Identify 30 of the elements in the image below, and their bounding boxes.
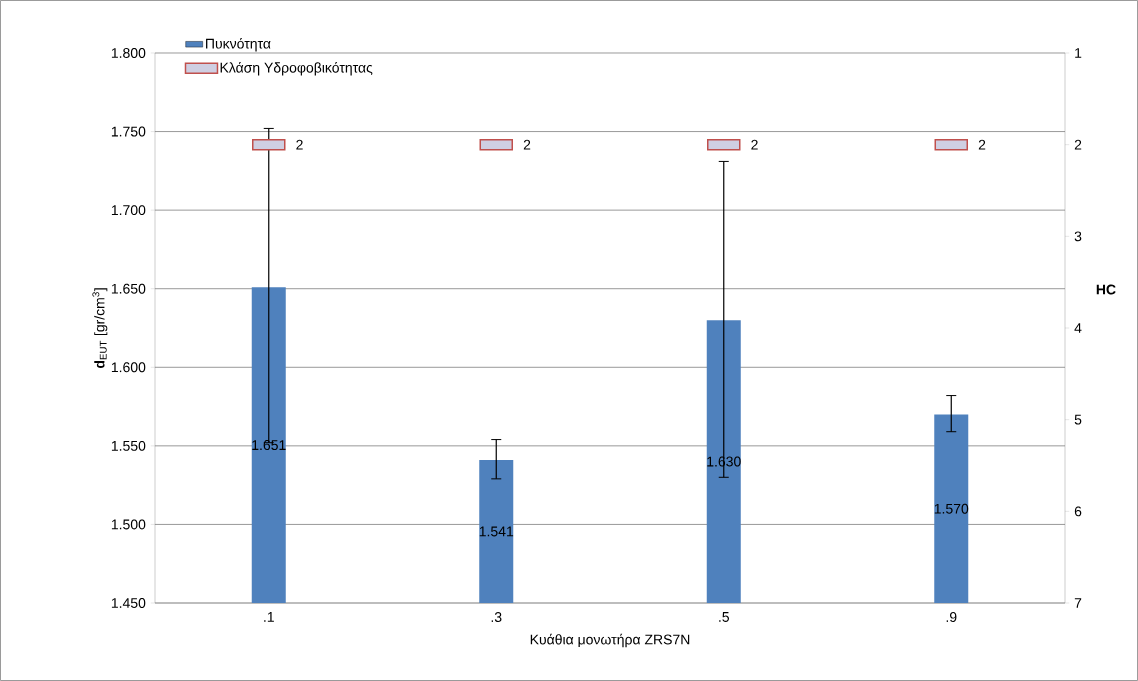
x-tick-label: .3 [491,612,502,623]
data-label: 2 [978,139,986,150]
y-tick-label: 1.700 [111,205,146,216]
y2-tick-label: 2 [1074,139,1082,150]
y-tick-label: 1.450 [111,598,146,608]
y-tick-label: 1.650 [111,283,146,294]
x-tick-label: .1 [264,612,274,622]
y2-tick-label: 3 [1074,231,1082,242]
y2-tick-label: 6 [1074,506,1082,517]
data-label: 1.651 [252,440,286,451]
y2-tick-label: 1 [1075,48,1082,58]
data-label: 2 [523,139,531,150]
y2-tick-label: 7 [1074,598,1082,608]
y2-axis-title: HC [1096,284,1116,295]
y2-tick-label: 4 [1074,323,1082,333]
y-tick-label: 1.500 [111,519,146,530]
data-label: 2 [296,139,303,150]
data-label: 2 [751,139,758,150]
data-label: 1.541 [479,526,514,537]
y-tick-label: 1.800 [111,48,146,58]
legend-label: Πυκνότητα [206,37,271,52]
legend-label: Κλάση Υδροφοβικότητας [220,61,373,76]
x-tick-label: .9 [946,612,957,623]
y2-tick-label: 5 [1074,414,1082,425]
x-axis-title: Κυάθια μονωτήρα ZRS7N [530,633,690,648]
y-tick-label: 1.600 [111,362,146,373]
y-tick-label: 1.550 [111,440,146,451]
x-tick-label: .5 [719,612,730,622]
y-tick-label: 1.750 [111,126,146,137]
y-axis-title: d$_{EUT}$ [gr/cm$^{3}$] [92,288,108,369]
